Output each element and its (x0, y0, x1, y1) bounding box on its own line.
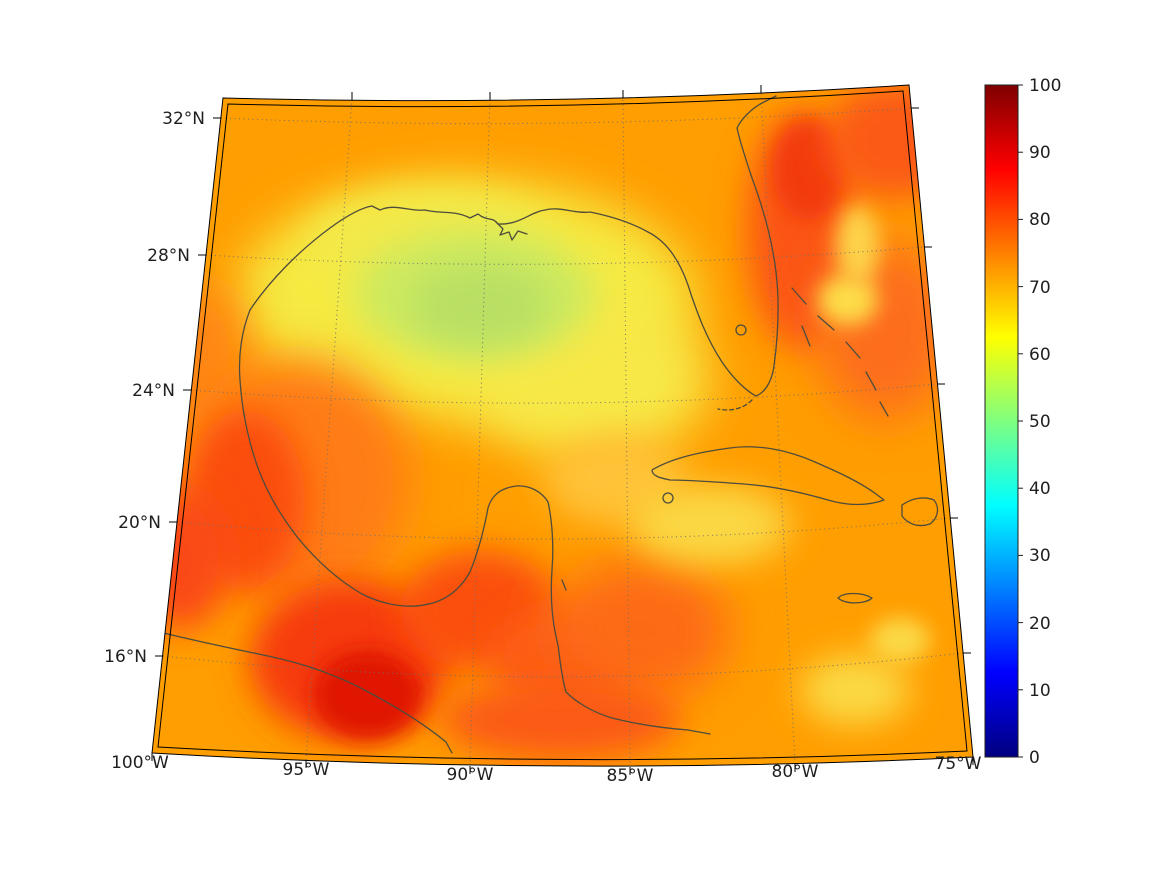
lon-axis-labels: 100°W 95°W 90°W 85°W 80°W 75°W (111, 753, 982, 786)
axis-ticks-left (155, 117, 221, 657)
lat-tick-label: 28°N (147, 246, 190, 266)
lon-tick-label: 100°W (111, 753, 169, 773)
axis-ticks-top (351, 85, 762, 100)
lat-tick-label: 16°N (104, 647, 147, 667)
coast-florida-keys (717, 399, 753, 411)
colorbar-tick-label: 10 (1029, 681, 1051, 701)
colorbar-tick-label: 60 (1029, 345, 1051, 365)
map-area (152, 85, 973, 767)
lat-tick-label: 24°N (132, 381, 175, 401)
colorbar-tick-label: 70 (1029, 278, 1051, 298)
lon-tick-label: 85°W (607, 766, 654, 786)
coast-pacific-mexico (152, 629, 453, 754)
colorbar-tick-label: 40 (1029, 479, 1051, 499)
colorbar-labels: 100 90 80 70 60 50 40 30 20 10 0 (1029, 76, 1061, 768)
axis-ticks-bottom (151, 753, 974, 775)
colorbar-gradient (984, 84, 1019, 758)
colorbar-tick-label: 20 (1029, 614, 1051, 634)
lon-tick-label: 75°W (935, 754, 982, 774)
gridline-lon-95w (305, 96, 353, 761)
bahamas-islands (791, 287, 889, 417)
lake-okeechobee (735, 324, 747, 336)
axis-ticks-right (911, 107, 971, 654)
coast-cuba (651, 446, 885, 506)
coast-mississippi-delta (495, 221, 528, 241)
lon-tick-label: 95°W (283, 760, 330, 780)
map-frame (151, 84, 974, 775)
lat-axis-labels: 32°N 28°N 24°N 20°N 16°N (104, 109, 205, 667)
lon-tick-label: 80°W (772, 762, 819, 782)
colorbar-ticks (1018, 84, 1023, 758)
coast-jamaica (837, 592, 873, 604)
colorbar-tick-label: 0 (1029, 748, 1040, 768)
lon-tick-label: 90°W (447, 765, 494, 785)
coast-us-gulf-florida (249, 95, 779, 397)
colorbar: 100 90 80 70 60 50 40 30 20 10 0 (984, 76, 1061, 768)
lat-tick-label: 20°N (118, 513, 161, 533)
isla-juventud (662, 492, 674, 504)
colorbar-tick-label: 100 (1029, 76, 1061, 96)
coast-hispaniola (901, 497, 939, 527)
frame-inner (157, 90, 968, 761)
isla-cozumel (561, 579, 567, 591)
lat-tick-label: 32°N (162, 109, 205, 129)
colorbar-tick-label: 90 (1029, 143, 1051, 163)
colorbar-tick-label: 80 (1029, 210, 1051, 230)
coast-mexico-yucatan (238, 309, 711, 735)
coastlines (152, 95, 939, 754)
colorbar-tick-label: 30 (1029, 546, 1051, 566)
colorbar-tick-label: 50 (1029, 412, 1051, 432)
